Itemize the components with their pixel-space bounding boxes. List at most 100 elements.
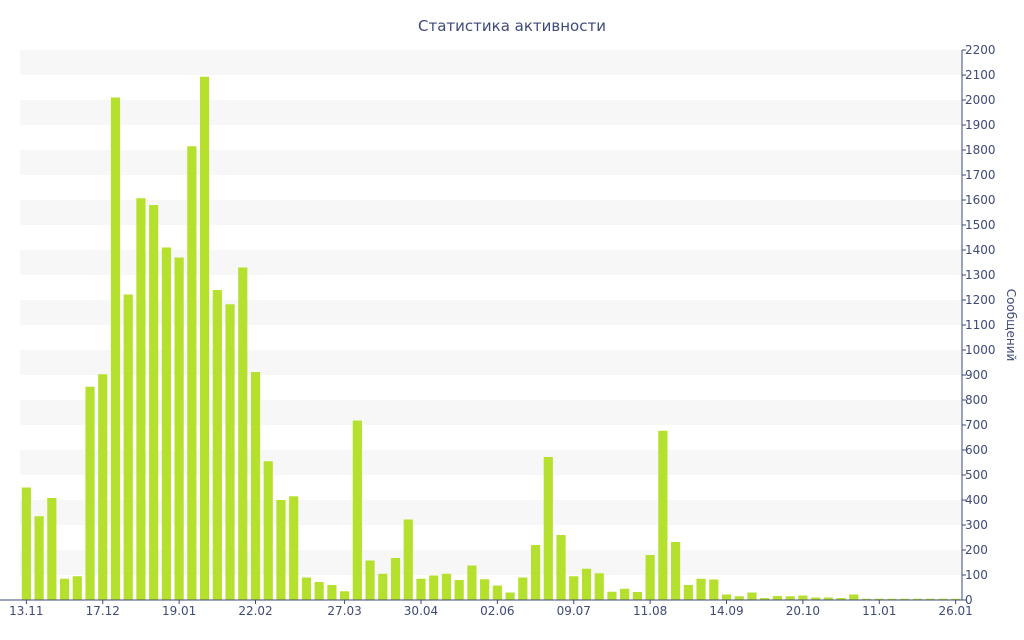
bar (925, 598, 935, 600)
bar (110, 97, 121, 600)
y-tick-label: 1500 (965, 218, 996, 232)
bar (238, 267, 248, 600)
bar (98, 374, 108, 600)
bar (85, 386, 95, 600)
bar (34, 516, 44, 600)
bar (212, 290, 222, 600)
grid-band (20, 300, 962, 325)
bar (951, 598, 961, 600)
bar (136, 198, 146, 600)
x-tick-label: 11.08 (633, 604, 667, 618)
bar (671, 542, 681, 600)
bar (938, 598, 948, 600)
bar (467, 565, 477, 600)
bar (59, 578, 70, 600)
y-tick-label: 300 (965, 518, 988, 532)
bar (607, 591, 617, 600)
bar (811, 597, 821, 600)
bar (798, 595, 808, 600)
x-tick-label: 02.06 (480, 604, 514, 618)
bar (429, 575, 439, 600)
bar (747, 592, 757, 600)
bar (836, 598, 846, 600)
y-tick-label: 1700 (965, 168, 996, 182)
y-tick-label: 1100 (965, 318, 996, 332)
bar (403, 519, 413, 600)
y-tick-label: 2100 (965, 68, 996, 82)
grid-band (20, 150, 962, 175)
y-tick-label: 2000 (965, 93, 996, 107)
bar (378, 573, 388, 600)
bar (645, 555, 655, 600)
bar (123, 294, 133, 600)
x-tick-label: 20.10 (786, 604, 820, 618)
x-tick-label: 14.09 (709, 604, 743, 618)
x-tick-label: 11.01 (862, 604, 896, 618)
bar (543, 457, 553, 600)
y-tick-label: 500 (965, 468, 988, 482)
bar (187, 146, 197, 600)
bar (225, 304, 235, 600)
bar (250, 372, 261, 600)
bar (174, 257, 184, 600)
y-axis-label: Сообщений (1004, 289, 1018, 362)
y-tick-label: 200 (965, 543, 988, 557)
bar (454, 580, 464, 600)
bar (365, 560, 375, 600)
grid-band (20, 500, 962, 525)
x-tick-label: 30.04 (404, 604, 438, 618)
bar (200, 76, 210, 600)
bar (900, 598, 910, 600)
x-tick-label: 09.07 (557, 604, 591, 618)
y-tick-label: 1800 (965, 143, 996, 157)
y-axis: 0 100 200 300 400 500 600 700 800 900 1000 1100 1200… (961, 43, 996, 607)
bar (518, 577, 528, 600)
y-tick-label: 400 (965, 493, 988, 507)
bar (887, 598, 897, 600)
x-tick-label: 19.01 (162, 604, 196, 618)
bar (530, 545, 541, 600)
x-tick-label: 26.01 (938, 604, 972, 618)
bar (314, 582, 324, 600)
bar (289, 496, 299, 600)
y-tick-label: 0 (965, 593, 973, 607)
x-tick-label: 27.03 (327, 604, 361, 618)
y-tick-label: 1400 (965, 243, 996, 257)
grid-band (20, 350, 962, 375)
bar (340, 591, 350, 600)
grid-band (20, 400, 962, 425)
bar (874, 598, 884, 600)
bar (581, 568, 592, 600)
bar (327, 585, 337, 600)
bar (658, 430, 668, 600)
bar (149, 205, 159, 600)
y-tick-label: 900 (965, 368, 988, 382)
y-tick-label: 1200 (965, 293, 996, 307)
bar (760, 598, 770, 600)
bar (709, 579, 719, 600)
grid-band (20, 100, 962, 125)
bar (569, 576, 579, 600)
bar (683, 585, 693, 600)
x-tick-label: 22.02 (238, 604, 272, 618)
bar (785, 596, 795, 600)
grid-band (20, 450, 962, 475)
bar (594, 573, 604, 600)
bar (21, 487, 31, 600)
x-axis: 13.11 17.12 19.01 22.02 27.03 30.04 02.06 09.07… (0, 599, 973, 618)
grid-band (20, 550, 962, 575)
y-tick-label: 2200 (965, 43, 996, 57)
x-tick-label: 17.12 (86, 604, 120, 618)
grid-band (20, 200, 962, 225)
bar (352, 420, 362, 600)
bar (912, 598, 923, 600)
bar (505, 592, 515, 600)
x-tick-label: 13.11 (9, 604, 43, 618)
bar (390, 558, 401, 600)
bar (861, 598, 872, 600)
y-tick-label: 1300 (965, 268, 996, 282)
bar (263, 461, 273, 600)
bar (480, 579, 490, 600)
grid-band (20, 50, 962, 75)
